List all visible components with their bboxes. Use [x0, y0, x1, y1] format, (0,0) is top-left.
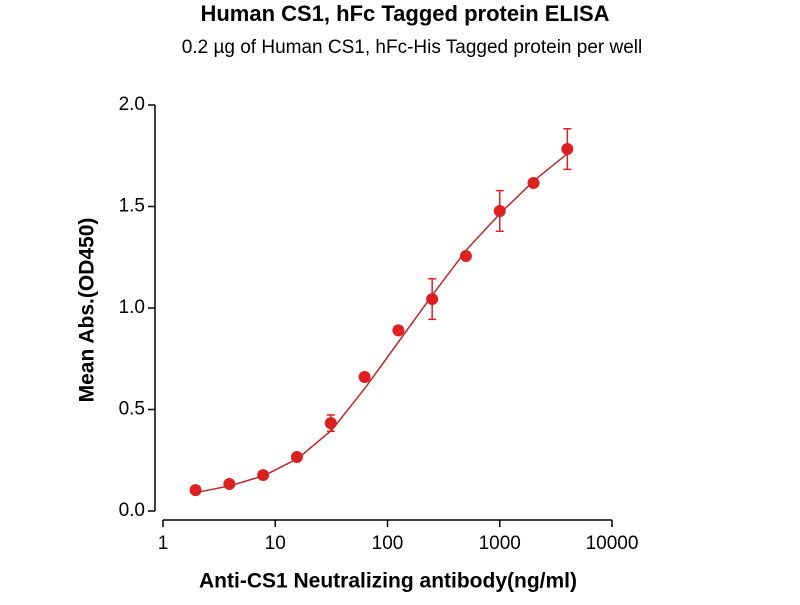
- x-tick-label: 1000: [479, 533, 521, 554]
- data-point: [561, 143, 574, 156]
- data-point: [257, 469, 270, 482]
- x-tick-label: 10: [265, 533, 286, 554]
- y-tick-label: 1.0: [119, 297, 145, 318]
- chart-title: Human CS1, hFc Tagged protein ELISA: [200, 1, 609, 26]
- x-tick-label: 100: [372, 533, 404, 554]
- x-tick-label: 10000: [586, 533, 639, 554]
- chart-subtitle: 0.2 µg of Human CS1, hFc-His Tagged prot…: [182, 37, 643, 58]
- fit-curve: [195, 153, 568, 494]
- y-tick-label: 2.0: [119, 94, 145, 115]
- data-point: [189, 484, 202, 497]
- y-tick-label: 0.0: [119, 500, 145, 521]
- data-point: [527, 176, 540, 189]
- x-tick-label: 1: [158, 533, 169, 554]
- x-axis-label: Anti-CS1 Neutralizing antibody(ng/ml): [199, 570, 577, 593]
- y-axis-label: Mean Abs.(OD450): [76, 218, 99, 403]
- data-point: [459, 250, 472, 263]
- data-point: [358, 371, 371, 384]
- y-tick-label: 1.5: [119, 196, 145, 217]
- data-point: [493, 204, 506, 217]
- data-point: [426, 293, 439, 306]
- data-point: [392, 324, 405, 337]
- y-tick-label: 0.5: [119, 399, 145, 420]
- data-point: [324, 417, 337, 430]
